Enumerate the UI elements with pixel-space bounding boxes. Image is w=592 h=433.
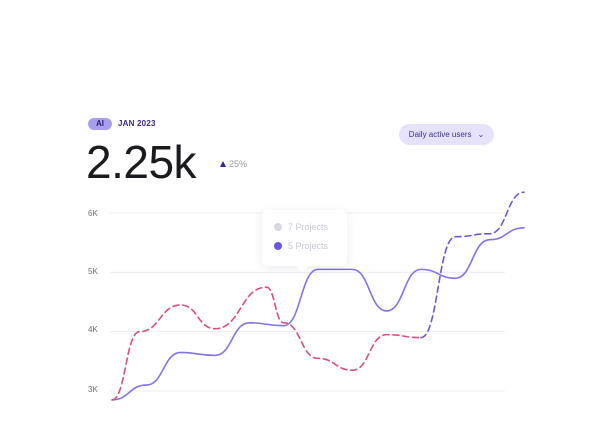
- series-line-2: [420, 191, 525, 339]
- y-tick-5k: 5K: [88, 267, 98, 276]
- trend-up-icon: [220, 161, 226, 167]
- tooltip-row: 7 Projects: [274, 222, 328, 232]
- chevron-down-icon: ⌄: [477, 130, 485, 139]
- metric-dropdown-label: Daily active users: [408, 130, 472, 139]
- tooltip-row: 5 Projects: [274, 241, 328, 251]
- chart-tooltip: 7 Projects 5 Projects: [262, 210, 347, 272]
- y-tick-3k: 3K: [88, 385, 98, 394]
- period-label[interactable]: JAN 2023: [118, 119, 156, 128]
- series-line-0: [111, 227, 525, 401]
- metric-value: 2.25k: [86, 136, 197, 188]
- ai-badge: AI: [88, 118, 112, 130]
- legend-dot-icon: [274, 223, 282, 231]
- y-tick-6k: 6K: [88, 209, 98, 218]
- metric-delta: 25%: [220, 159, 247, 169]
- series-lines: [111, 191, 525, 401]
- metric-dropdown[interactable]: Daily active users ⌄: [399, 124, 494, 145]
- tooltip-row-label: 5 Projects: [288, 241, 329, 251]
- tooltip-row-label: 7 Projects: [288, 222, 329, 232]
- series-line-1: [111, 286, 422, 401]
- legend-dot-icon: [274, 242, 282, 250]
- y-tick-4k: 4K: [88, 325, 98, 334]
- delta-value: 25%: [229, 159, 248, 169]
